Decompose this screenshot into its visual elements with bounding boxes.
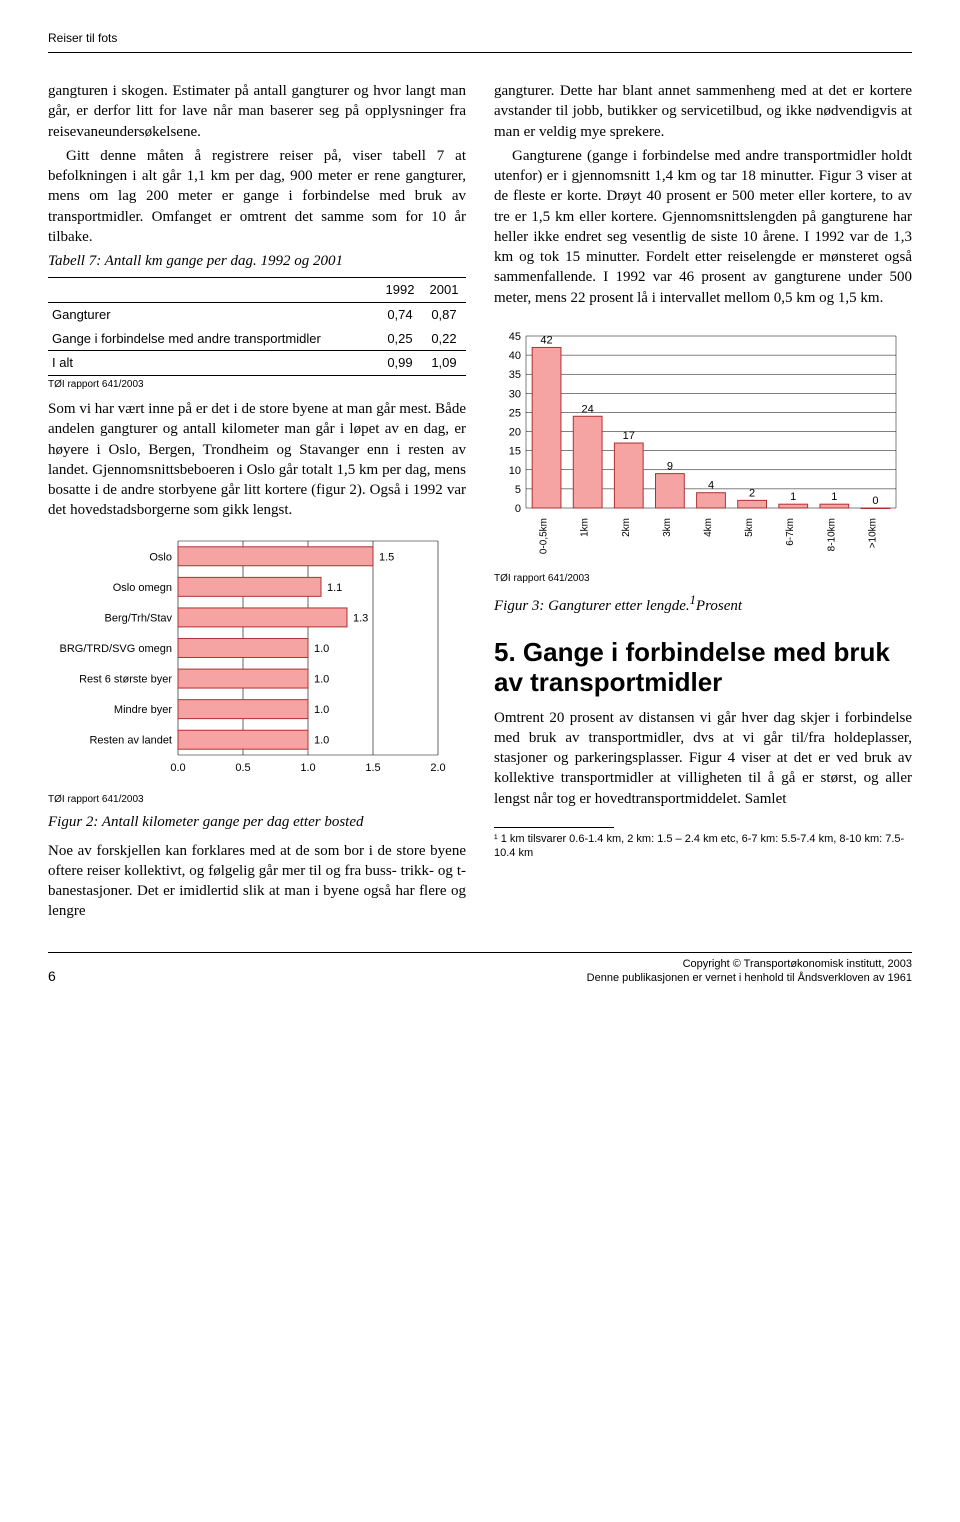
svg-text:2km: 2km xyxy=(621,518,632,537)
footnote-divider xyxy=(494,827,614,828)
svg-text:1: 1 xyxy=(790,491,796,503)
svg-text:0: 0 xyxy=(872,495,878,507)
svg-text:Berg/Trh/Stav: Berg/Trh/Stav xyxy=(105,612,173,624)
svg-text:2.0: 2.0 xyxy=(430,762,445,774)
copyright-line2: Denne publikasjonen er vernet i henhold … xyxy=(587,971,912,986)
svg-text:>10km: >10km xyxy=(867,518,878,548)
svg-text:1.1: 1.1 xyxy=(327,581,342,593)
svg-text:0: 0 xyxy=(515,503,521,515)
content-columns: gangturen i skogen. Estimater på antall … xyxy=(48,81,912,925)
left-para-1: gangturen i skogen. Estimater på antall … xyxy=(48,81,466,142)
svg-text:10: 10 xyxy=(509,465,521,477)
svg-text:1.0: 1.0 xyxy=(314,704,329,716)
svg-text:1.5: 1.5 xyxy=(365,762,380,774)
table7-r2c0: I alt xyxy=(48,351,378,376)
figure2-source: TØI rapport 641/2003 xyxy=(48,793,466,807)
section5-heading: 5. Gange i forbindelse med bruk av trans… xyxy=(494,638,912,698)
svg-text:2: 2 xyxy=(749,487,755,499)
table7-r0c2: 0,87 xyxy=(422,302,466,326)
svg-text:35: 35 xyxy=(509,369,521,381)
left-para-4: Noe av forskjellen kan forklares med at … xyxy=(48,841,466,922)
page-footer: 6 Copyright © Transportøkonomisk institu… xyxy=(48,952,912,987)
figure3-caption-prefix: Figur 3: Gangturer etter lengde. xyxy=(494,598,690,614)
figure2-svg: 0.0 0.5 1.0 1.5 2.0 Oslo 1.5 Oslo omegn 1.1 Berg/… xyxy=(48,533,458,783)
svg-text:5km: 5km xyxy=(744,518,755,537)
page-number: 6 xyxy=(48,967,56,986)
svg-text:15: 15 xyxy=(509,446,521,458)
svg-text:1km: 1km xyxy=(580,518,591,537)
figure2-caption: Figur 2: Antall kilometer gange per dag … xyxy=(48,812,466,832)
figure2-chart: 0.0 0.5 1.0 1.5 2.0 Oslo 1.5 Oslo omegn 1.1 Berg/… xyxy=(48,533,466,789)
svg-text:1.5: 1.5 xyxy=(379,551,394,563)
table7: 1992 2001 Gangturer 0,74 0,87 Gange i fo… xyxy=(48,277,466,375)
right-column: gangturer. Dette har blant annet sammenh… xyxy=(494,81,912,925)
svg-text:Rest 6 største byer: Rest 6 største byer xyxy=(79,673,172,685)
svg-text:Oslo omegn: Oslo omegn xyxy=(113,581,172,593)
svg-text:BRG/TRD/SVG omegn: BRG/TRD/SVG omegn xyxy=(60,643,172,655)
header-divider xyxy=(48,52,912,53)
svg-text:20: 20 xyxy=(509,426,521,438)
table7-r1c1: 0,25 xyxy=(378,327,422,351)
table7-r0c1: 0,74 xyxy=(378,302,422,326)
figure3-chart: 051015202530354045420-0,5km241km172km93k… xyxy=(494,322,912,568)
svg-text:Oslo: Oslo xyxy=(149,551,172,563)
svg-text:6-7km: 6-7km xyxy=(785,518,796,546)
svg-text:8-10km: 8-10km xyxy=(826,518,837,551)
table7-h2: 2001 xyxy=(422,278,466,303)
table7-r2c2: 1,09 xyxy=(422,351,466,376)
svg-text:0-0,5km: 0-0,5km xyxy=(539,518,550,554)
svg-text:3km: 3km xyxy=(662,518,673,537)
right-para-2: Gangturene (gange i forbindelse med andr… xyxy=(494,146,912,308)
svg-text:Mindre byer: Mindre byer xyxy=(114,704,172,716)
svg-text:45: 45 xyxy=(509,331,521,343)
left-para-2: Gitt denne måten å registrere reiser på,… xyxy=(48,146,466,247)
svg-text:9: 9 xyxy=(667,461,673,473)
copyright-line1: Copyright © Transportøkonomisk institutt… xyxy=(587,957,912,972)
right-para-1: gangturer. Dette har blant annet sammenh… xyxy=(494,81,912,142)
footnote-1: ¹ 1 km tilsvarer 0.6-1.4 km, 2 km: 1.5 –… xyxy=(494,832,912,861)
table7-caption: Tabell 7: Antall km gange per dag. 1992 … xyxy=(48,251,466,271)
left-para-3: Som vi har vært inne på er det i de stor… xyxy=(48,399,466,521)
right-para-3: Omtrent 20 prosent av distansen vi går h… xyxy=(494,708,912,809)
table7-r2c1: 0,99 xyxy=(378,351,422,376)
svg-text:Resten av landet: Resten av landet xyxy=(89,734,172,746)
svg-text:1.0: 1.0 xyxy=(314,734,329,746)
svg-text:1.3: 1.3 xyxy=(353,612,368,624)
figure3-svg: 051015202530354045420-0,5km241km172km93k… xyxy=(494,322,904,562)
svg-text:1.0: 1.0 xyxy=(300,762,315,774)
svg-text:1.0: 1.0 xyxy=(314,673,329,685)
svg-text:4km: 4km xyxy=(703,518,714,537)
running-header: Reiser til fots xyxy=(48,30,912,46)
table7-r0c0: Gangturer xyxy=(48,302,378,326)
table7-r1c2: 0,22 xyxy=(422,327,466,351)
svg-text:5: 5 xyxy=(515,484,521,496)
svg-text:40: 40 xyxy=(509,350,521,362)
table7-h0 xyxy=(48,278,378,303)
figure3-caption: Figur 3: Gangturer etter lengde.1Prosent xyxy=(494,592,912,616)
left-column: gangturen i skogen. Estimater på antall … xyxy=(48,81,466,925)
svg-text:25: 25 xyxy=(509,407,521,419)
svg-text:42: 42 xyxy=(540,334,552,346)
svg-text:0.5: 0.5 xyxy=(235,762,250,774)
figure3-caption-suffix: Prosent xyxy=(696,598,742,614)
svg-text:1.0: 1.0 xyxy=(314,643,329,655)
figure3-source: TØI rapport 641/2003 xyxy=(494,572,912,586)
svg-text:0.0: 0.0 xyxy=(170,762,185,774)
table7-source: TØI rapport 641/2003 xyxy=(48,378,466,392)
table7-r1c0: Gange i forbindelse med andre transportm… xyxy=(48,327,378,351)
svg-text:4: 4 xyxy=(708,480,714,492)
table7-h1: 1992 xyxy=(378,278,422,303)
copyright-block: Copyright © Transportøkonomisk institutt… xyxy=(587,957,912,987)
svg-text:1: 1 xyxy=(831,491,837,503)
svg-text:17: 17 xyxy=(623,430,635,442)
svg-text:24: 24 xyxy=(582,403,594,415)
svg-text:30: 30 xyxy=(509,388,521,400)
